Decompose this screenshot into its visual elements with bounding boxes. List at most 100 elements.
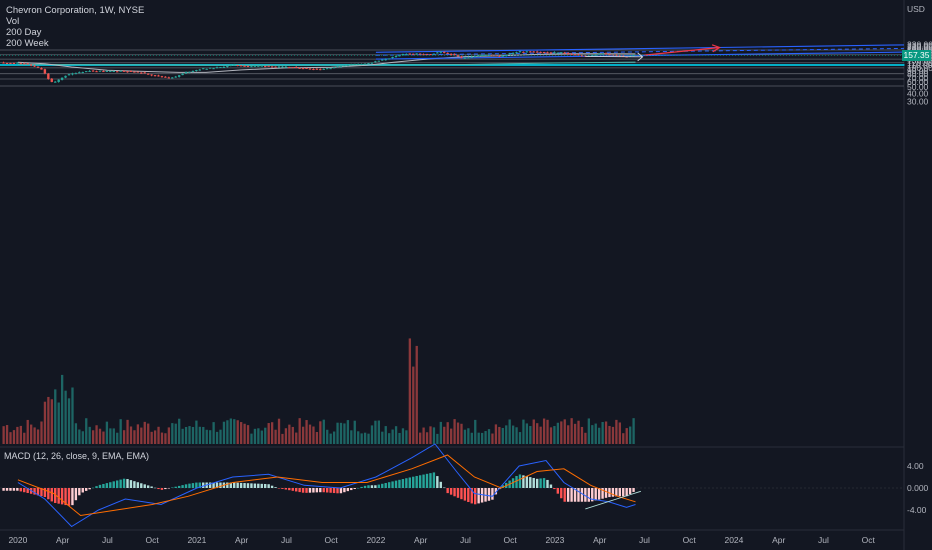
volume-bar bbox=[61, 374, 64, 444]
candle-body bbox=[401, 53, 405, 56]
macd-histogram-bar bbox=[257, 483, 260, 488]
volume-bar bbox=[209, 430, 212, 444]
candle-body bbox=[391, 56, 394, 58]
candle-body bbox=[33, 65, 36, 67]
candle-body bbox=[5, 62, 9, 64]
candle-body bbox=[532, 51, 535, 53]
sma-200-day-line bbox=[17, 53, 636, 73]
candle-body bbox=[270, 66, 274, 68]
volume-bar bbox=[370, 425, 374, 444]
volume-bar bbox=[573, 423, 577, 444]
macd-histogram-bar bbox=[353, 488, 356, 490]
macd-histogram-bar bbox=[267, 484, 270, 488]
candle-body bbox=[277, 66, 281, 68]
candle-body bbox=[584, 55, 587, 57]
candle-body bbox=[436, 52, 439, 54]
candle-body bbox=[422, 54, 425, 56]
candle-body bbox=[50, 78, 53, 82]
candle-body bbox=[64, 75, 67, 78]
macd-histogram-bar bbox=[587, 488, 591, 502]
macd-pane bbox=[0, 443, 904, 528]
volume-bar bbox=[116, 432, 119, 444]
candle-body bbox=[549, 52, 553, 54]
macd-histogram-bar bbox=[112, 481, 115, 488]
macd-histogram-bar bbox=[81, 488, 84, 493]
candle-body bbox=[573, 54, 577, 56]
time-axis-label: Apr bbox=[414, 535, 427, 545]
volume-bar bbox=[401, 428, 405, 444]
macd-histogram-bar bbox=[480, 488, 484, 503]
volume-bar bbox=[212, 422, 215, 444]
candle-body bbox=[312, 69, 315, 71]
indicator-200-week[interactable]: 200 Week bbox=[6, 38, 49, 49]
macd-histogram-bar bbox=[78, 488, 81, 496]
macd-histogram-bar bbox=[370, 485, 374, 488]
macd-histogram-bar bbox=[467, 488, 470, 503]
candle-body bbox=[443, 51, 446, 53]
volume-bar bbox=[246, 425, 250, 444]
macd-histogram-bar bbox=[439, 481, 442, 488]
price-axis-tick: 210.00 bbox=[907, 42, 932, 52]
volume-bar bbox=[219, 429, 222, 444]
macd-histogram-bar bbox=[367, 485, 370, 488]
volume-bar bbox=[394, 426, 398, 444]
volume-bar bbox=[85, 418, 88, 444]
volume-bar bbox=[518, 432, 522, 444]
candle-body bbox=[446, 52, 449, 54]
candle-body bbox=[78, 72, 81, 74]
candle-body bbox=[439, 51, 442, 53]
macd-histogram-bar bbox=[12, 488, 16, 491]
time-axis-label: Jul bbox=[818, 535, 829, 545]
symbol-title[interactable]: Chevron Corporation, 1W, NYSE bbox=[6, 5, 145, 16]
sma-200-week-line bbox=[17, 61, 636, 66]
volume-bar bbox=[19, 425, 22, 444]
macd-histogram-bar bbox=[250, 483, 253, 488]
candle-body bbox=[281, 66, 284, 68]
macd-histogram-bar bbox=[150, 486, 153, 488]
macd-histogram-bar bbox=[260, 483, 263, 488]
time-axis-label: Jul bbox=[460, 535, 471, 545]
macd-histogram-bar bbox=[177, 485, 181, 488]
indicator-vol[interactable]: Vol bbox=[6, 16, 20, 27]
volume-bar bbox=[88, 426, 91, 444]
volume-bar bbox=[284, 428, 288, 444]
macd-histogram-bar bbox=[580, 488, 584, 502]
volume-bar bbox=[319, 421, 322, 444]
macd-histogram-bar bbox=[136, 482, 140, 488]
volume-bar bbox=[16, 426, 19, 444]
volume-bar bbox=[556, 422, 560, 444]
volume-bar bbox=[425, 432, 429, 444]
volume-bar bbox=[484, 431, 487, 444]
volume-bar bbox=[594, 423, 597, 444]
indicator-200-day[interactable]: 200 Day bbox=[6, 27, 42, 38]
macd-histogram-bar bbox=[363, 485, 367, 488]
candle-body bbox=[474, 56, 477, 58]
volume-bar bbox=[267, 423, 270, 444]
candle-body bbox=[26, 63, 29, 65]
macd-histogram-bar bbox=[85, 488, 88, 491]
candle-body bbox=[2, 62, 5, 64]
macd-histogram-bar bbox=[408, 477, 411, 488]
volume-bar bbox=[470, 432, 473, 444]
macd-legend[interactable]: MACD (12, 26, close, 9, EMA, EMA) bbox=[4, 451, 150, 461]
macd-histogram-bar bbox=[597, 488, 601, 500]
candle-body bbox=[305, 67, 308, 69]
macd-histogram-bar bbox=[415, 475, 418, 488]
macd-histogram-bar bbox=[88, 488, 91, 490]
macd-histogram-bar bbox=[253, 483, 257, 488]
macd-histogram-bar bbox=[319, 488, 322, 493]
macd-histogram-bar bbox=[539, 478, 542, 488]
macd-histogram-bar bbox=[412, 476, 415, 488]
candle-body bbox=[264, 66, 267, 68]
volume-bar bbox=[122, 430, 126, 444]
macd-histogram-bar bbox=[9, 488, 12, 491]
volume-bar bbox=[632, 418, 635, 444]
volume-bar bbox=[377, 420, 381, 444]
macd-histogram-bar bbox=[460, 488, 463, 500]
macd-histogram-bar bbox=[174, 486, 177, 488]
candle-body bbox=[212, 68, 215, 70]
candle-body bbox=[456, 55, 460, 57]
volume-bar bbox=[2, 426, 5, 444]
volume-bar bbox=[560, 421, 563, 444]
